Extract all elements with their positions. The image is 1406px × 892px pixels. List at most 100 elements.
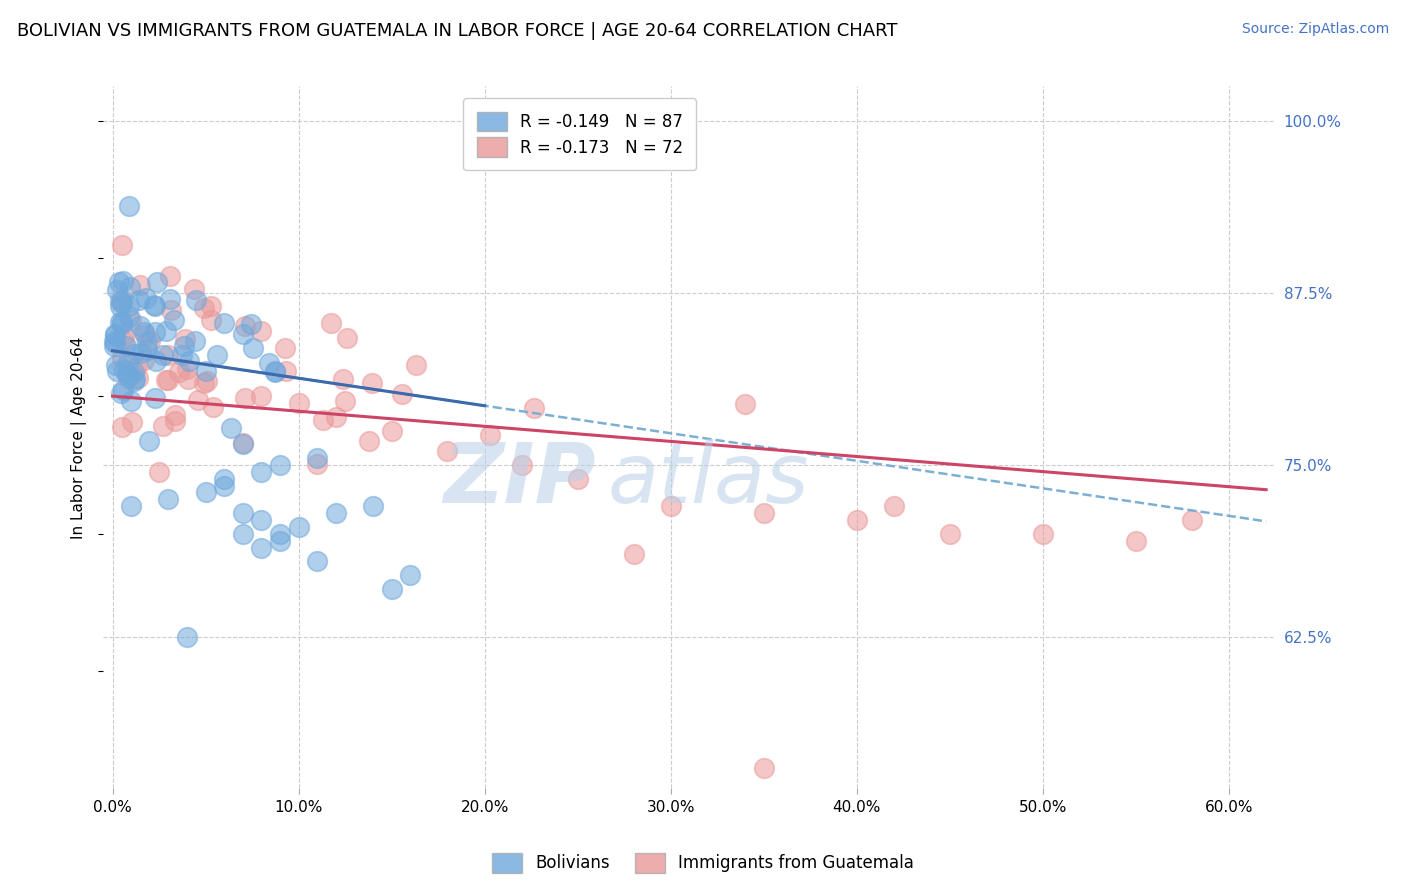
Point <box>118 369 141 384</box>
Point <box>242 341 264 355</box>
Point <box>177 372 200 386</box>
Point <box>122 366 145 380</box>
Point <box>193 376 215 390</box>
Point <box>143 325 166 339</box>
Point <box>145 353 167 368</box>
Point <box>233 319 256 334</box>
Point <box>264 364 287 378</box>
Point <box>232 437 254 451</box>
Point <box>136 334 159 349</box>
Point <box>121 415 143 429</box>
Point <box>312 413 335 427</box>
Point <box>194 485 217 500</box>
Point <box>115 339 138 353</box>
Point <box>167 365 190 379</box>
Point <box>179 354 201 368</box>
Text: atlas: atlas <box>607 439 808 520</box>
Point <box>128 293 150 307</box>
Point <box>111 237 134 252</box>
Point <box>129 346 152 360</box>
Y-axis label: In Labor Force | Age 20-64: In Labor Force | Age 20-64 <box>72 336 87 539</box>
Point <box>105 364 128 378</box>
Point <box>148 465 170 479</box>
Point <box>111 419 134 434</box>
Point <box>165 409 187 423</box>
Point <box>250 513 273 527</box>
Point <box>110 293 132 308</box>
Legend: R = -0.149   N = 87, R = -0.173   N = 72: R = -0.149 N = 87, R = -0.173 N = 72 <box>463 98 696 170</box>
Point <box>104 326 127 341</box>
Point <box>399 568 422 582</box>
Point <box>159 269 181 284</box>
Point <box>117 371 139 385</box>
Point <box>163 414 186 428</box>
Point <box>250 465 273 479</box>
Point <box>104 328 127 343</box>
Point <box>111 351 134 366</box>
Point <box>381 424 404 438</box>
Point <box>159 293 181 307</box>
Point <box>111 317 134 331</box>
Point <box>233 391 256 405</box>
Point <box>143 391 166 405</box>
Point <box>269 533 291 548</box>
Point <box>111 383 134 397</box>
Point <box>103 334 125 349</box>
Point <box>132 353 155 368</box>
Point <box>274 364 297 378</box>
Point <box>361 500 384 514</box>
Point <box>232 506 254 520</box>
Point <box>200 299 222 313</box>
Point <box>623 548 645 562</box>
Point <box>112 327 135 342</box>
Point <box>155 373 177 387</box>
Point <box>117 299 139 313</box>
Point <box>307 554 329 568</box>
Point <box>104 335 127 350</box>
Point <box>128 318 150 333</box>
Point <box>212 472 235 486</box>
Point <box>120 500 142 514</box>
Point <box>195 375 218 389</box>
Point <box>111 274 134 288</box>
Point <box>1032 526 1054 541</box>
Point <box>207 347 229 361</box>
Point <box>523 401 546 415</box>
Point <box>163 313 186 327</box>
Point <box>173 339 195 353</box>
Point <box>883 500 905 514</box>
Point <box>143 299 166 313</box>
Point <box>112 363 135 377</box>
Point <box>325 506 347 520</box>
Point <box>335 393 357 408</box>
Point <box>152 348 174 362</box>
Point <box>107 275 129 289</box>
Point <box>155 325 177 339</box>
Point <box>110 386 132 401</box>
Point <box>510 458 533 472</box>
Point <box>1125 533 1147 548</box>
Point <box>381 582 404 596</box>
Point <box>170 347 193 361</box>
Point <box>111 293 134 307</box>
Point <box>321 316 343 330</box>
Point <box>160 302 183 317</box>
Point <box>232 327 254 342</box>
Point <box>117 199 139 213</box>
Point <box>361 376 384 390</box>
Point <box>219 421 242 435</box>
Point <box>138 434 160 449</box>
Point <box>120 394 142 409</box>
Point <box>111 296 134 310</box>
Point <box>125 361 148 376</box>
Point <box>232 435 254 450</box>
Point <box>143 298 166 312</box>
Point <box>436 444 458 458</box>
Point <box>752 761 775 775</box>
Point <box>939 526 962 541</box>
Point <box>325 409 347 424</box>
Point <box>134 328 156 343</box>
Point <box>287 396 309 410</box>
Point <box>124 374 146 388</box>
Point <box>567 472 589 486</box>
